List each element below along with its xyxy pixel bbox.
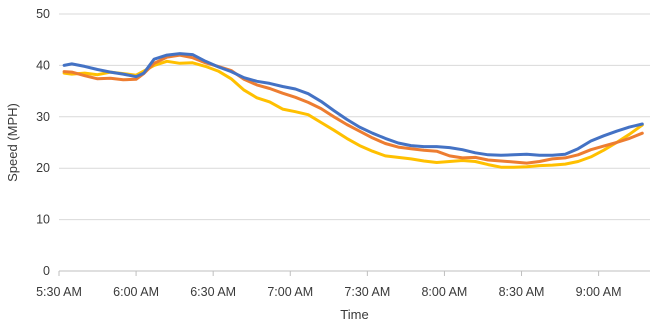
x-tick-label: 5:30 AM [36,285,82,299]
y-axis: 0 10 20 30 40 50 [36,7,50,278]
x-tick-label: 7:30 AM [344,285,390,299]
y-axis-title: Speed (MPH) [5,103,20,182]
y-tick-label: 10 [36,213,50,227]
x-tick-label: 8:30 AM [499,285,545,299]
gridlines [59,13,650,221]
series-line-1 [62,52,644,157]
y-tick-label: 40 [36,58,50,72]
series-line-2 [62,53,644,165]
x-axis: 5:30 AM 6:00 AM 6:30 AM 7:00 AM 7:30 AM 8:00 … [36,270,650,299]
x-tick-label: 6:30 AM [190,285,236,299]
x-tick-label: 6:00 AM [113,285,159,299]
y-tick-label: 30 [36,110,50,124]
x-axis-title: Time [340,307,368,322]
x-tick-label: 8:00 AM [421,285,467,299]
x-tick-label: 7:00 AM [267,285,313,299]
x-tick-label: 9:00 AM [576,285,622,299]
y-tick-label: 50 [36,7,50,21]
series-line-3 [62,59,644,169]
series-lines [62,52,644,169]
y-tick-label: 0 [43,264,50,278]
y-tick-label: 20 [36,161,50,175]
